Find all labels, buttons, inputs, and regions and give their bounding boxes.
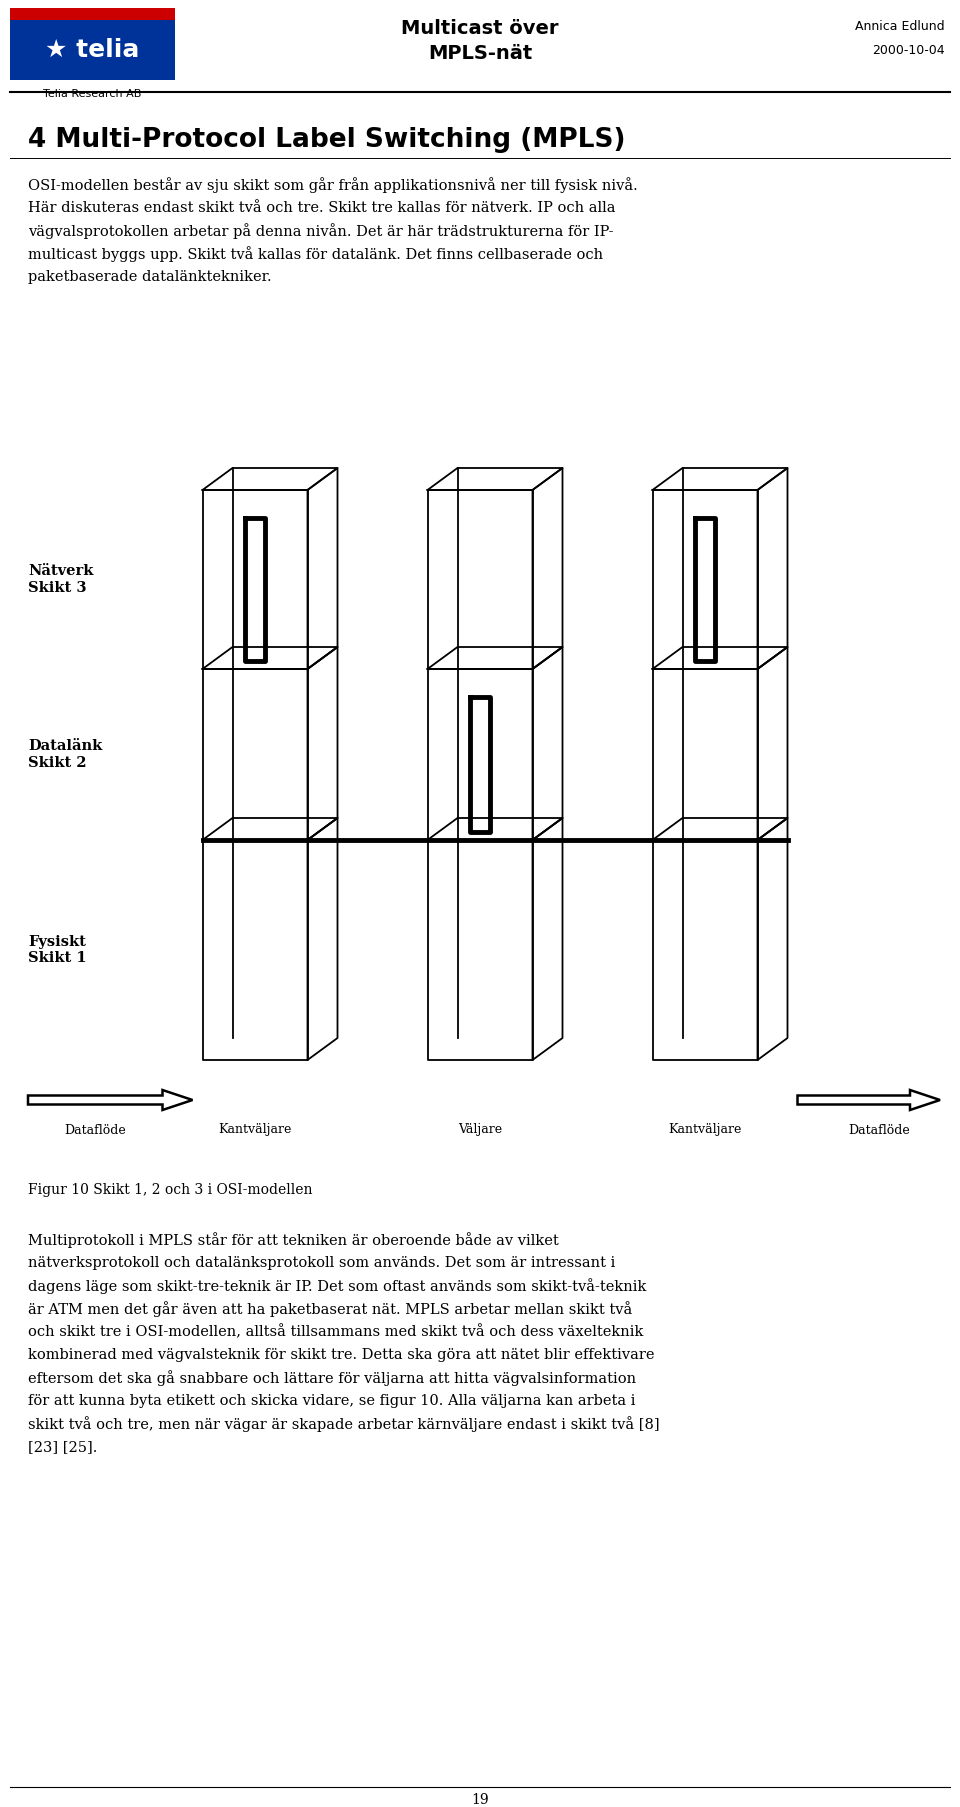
- Polygon shape: [28, 1090, 193, 1109]
- Text: ★ telia: ★ telia: [45, 38, 140, 61]
- Text: Telia Research AB: Telia Research AB: [43, 89, 142, 99]
- Text: Multicast över: Multicast över: [401, 18, 559, 38]
- Text: dagens läge som skikt-tre-teknik är IP. Det som oftast används som skikt-två-tek: dagens läge som skikt-tre-teknik är IP. …: [28, 1278, 646, 1294]
- Bar: [10, 7, 175, 20]
- Text: Figur 10 Skikt 1, 2 och 3 i OSI-modellen: Figur 10 Skikt 1, 2 och 3 i OSI-modellen: [28, 1184, 313, 1196]
- Polygon shape: [798, 1090, 940, 1109]
- Text: [23] [25].: [23] [25].: [28, 1440, 97, 1455]
- Text: Datalänk
Skikt 2: Datalänk Skikt 2: [28, 739, 103, 770]
- Text: Dataflöde: Dataflöde: [64, 1124, 126, 1137]
- Text: 4 Multi-Protocol Label Switching (MPLS): 4 Multi-Protocol Label Switching (MPLS): [28, 126, 626, 154]
- Text: Nätverk
Skikt 3: Nätverk Skikt 3: [28, 564, 93, 595]
- Bar: [10, 7, 175, 80]
- Text: 2000-10-04: 2000-10-04: [873, 43, 945, 56]
- Text: vägvalsprotokollen arbetar på denna nivån. Det är här trädstrukturerna för IP-: vägvalsprotokollen arbetar på denna nivå…: [28, 222, 613, 239]
- Text: skikt två och tre, men när vägar är skapade arbetar kärnväljare endast i skikt t: skikt två och tre, men när vägar är skap…: [28, 1417, 660, 1431]
- Text: Väljare: Väljare: [458, 1124, 502, 1137]
- Text: är ATM men det går även att ha paketbaserat nät. MPLS arbetar mellan skikt två: är ATM men det går även att ha paketbase…: [28, 1301, 633, 1317]
- Text: Kantväljare: Kantväljare: [218, 1124, 292, 1137]
- Text: nätverksprotokoll och datalänksprotokoll som används. Det som är intressant i: nätverksprotokoll och datalänksprotokoll…: [28, 1256, 615, 1270]
- Text: OSI-modellen består av sju skikt som går från applikationsnivå ner till fysisk n: OSI-modellen består av sju skikt som går…: [28, 177, 637, 193]
- Text: 19: 19: [471, 1793, 489, 1807]
- Text: och skikt tre i OSI-modellen, alltså tillsammans med skikt två och dess växeltek: och skikt tre i OSI-modellen, alltså til…: [28, 1325, 643, 1339]
- Text: multicast byggs upp. Skikt två kallas för datalänk. Det finns cellbaserade och: multicast byggs upp. Skikt två kallas fö…: [28, 246, 603, 262]
- Text: Här diskuteras endast skikt två och tre. Skikt tre kallas för nätverk. IP och al: Här diskuteras endast skikt två och tre.…: [28, 201, 615, 215]
- Text: Multiprotokoll i MPLS står för att tekniken är oberoende både av vilket: Multiprotokoll i MPLS står för att tekni…: [28, 1232, 559, 1249]
- Text: paketbaserade datalänktekniker.: paketbaserade datalänktekniker.: [28, 269, 272, 284]
- Text: eftersom det ska gå snabbare och lättare för väljarna att hitta vägvalsinformati: eftersom det ska gå snabbare och lättare…: [28, 1370, 636, 1386]
- Text: Annica Edlund: Annica Edlund: [855, 20, 945, 33]
- Text: kombinerad med vägvalsteknik för skikt tre. Detta ska göra att nätet blir effekt: kombinerad med vägvalsteknik för skikt t…: [28, 1348, 655, 1362]
- Text: Dataflöde: Dataflöde: [848, 1124, 910, 1137]
- Text: för att kunna byta etikett och skicka vidare, se figur 10. Alla väljarna kan arb: för att kunna byta etikett och skicka vi…: [28, 1393, 636, 1408]
- Text: Fysiskt
Skikt 1: Fysiskt Skikt 1: [28, 934, 86, 965]
- Text: MPLS-nät: MPLS-nät: [428, 43, 532, 63]
- Text: Kantväljare: Kantväljare: [668, 1124, 742, 1137]
